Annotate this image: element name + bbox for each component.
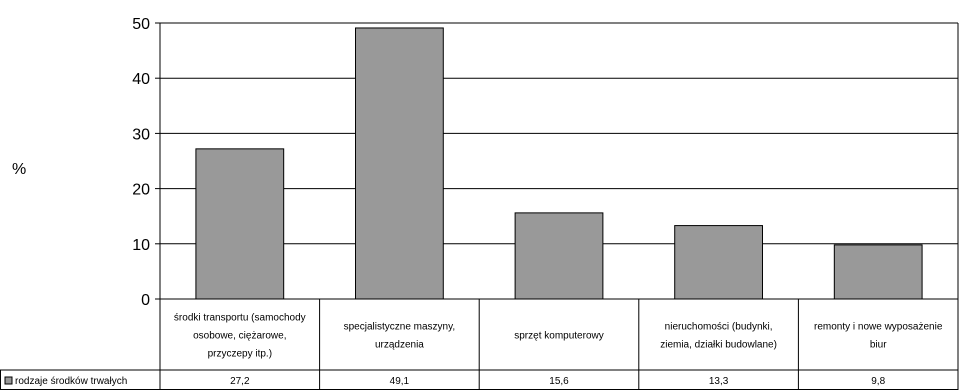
- category-label-line: urządzenia: [375, 340, 424, 351]
- category-label-line: remonty i nowe wyposażenie: [814, 322, 943, 333]
- category-label-line: środki transportu (samochody: [174, 313, 306, 324]
- bar: [514, 212, 604, 300]
- axes: [155, 22, 959, 300]
- category-label: specjalistyczne maszyny, urządzenia: [344, 322, 456, 351]
- category-label-line: osobowe, ciężarowe,: [193, 331, 286, 342]
- y-tick-labels: 0 10 20 30 40 50: [132, 16, 150, 309]
- category-label: sprzęt komputerowy: [514, 331, 603, 342]
- bar: [833, 244, 923, 300]
- data-label: 13,3: [709, 376, 729, 387]
- legend-swatch: [4, 376, 13, 385]
- category-label-line: nieruchomości (budynki,: [665, 322, 773, 333]
- bar: [195, 148, 285, 300]
- data-table: środki transportu (samochody osobowe, cię…: [0, 298, 959, 390]
- bar: [674, 225, 763, 300]
- category-label: remonty i nowe wyposażenie biur: [814, 322, 943, 351]
- bars: [195, 27, 923, 300]
- category-label-line: sprzęt komputerowy: [514, 331, 603, 342]
- category-label-line: ziemia, działki budowlane): [660, 340, 777, 351]
- y-tick-label: 10: [132, 237, 150, 254]
- category-label-line: specjalistyczne maszyny,: [344, 322, 456, 333]
- data-label: 27,2: [230, 376, 250, 387]
- data-label: 49,1: [390, 376, 410, 387]
- y-axis-label: %: [12, 161, 26, 178]
- data-label: 9,8: [871, 376, 885, 387]
- data-label: 15,6: [549, 376, 569, 387]
- category-label-line: przyczepy itp.): [208, 349, 272, 360]
- category-label: nieruchomości (budynki, ziemia, działki b…: [660, 322, 777, 351]
- gridlines: [160, 22, 958, 245]
- legend-label: rodzaje środków trwałych: [15, 376, 127, 387]
- y-tick-label: 50: [132, 16, 150, 33]
- y-tick-label: 0: [141, 292, 150, 309]
- y-tick-label: 30: [132, 126, 150, 143]
- category-label: środki transportu (samochody osobowe, cię…: [174, 313, 306, 360]
- category-label-line: biur: [870, 340, 887, 351]
- y-tick-label: 20: [132, 182, 150, 199]
- y-tick-label: 40: [132, 71, 150, 88]
- bar: [355, 27, 444, 300]
